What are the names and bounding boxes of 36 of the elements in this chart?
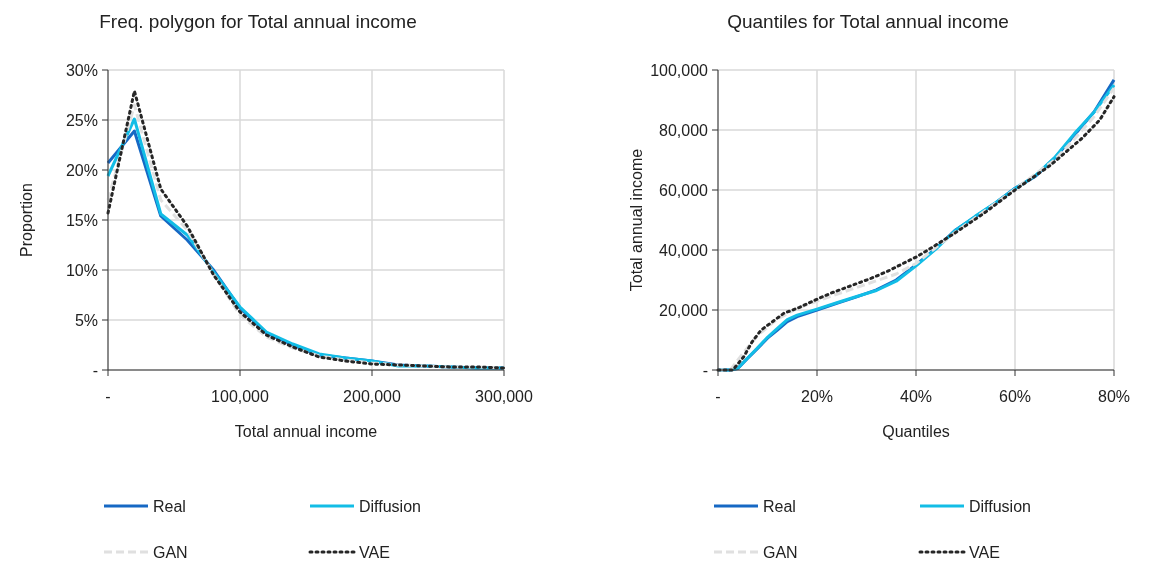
- legend-label: Real: [763, 497, 796, 515]
- y-tick-label: -: [92, 361, 98, 379]
- x-tick-label: 60%: [998, 388, 1032, 405]
- y-tick-label: 20,000: [659, 301, 709, 319]
- legend-label: VAE: [359, 543, 390, 561]
- x-tick-label: 300,000: [475, 388, 534, 405]
- x-tick-label: 80%: [1097, 388, 1131, 405]
- y-tick-label: 100,000: [650, 61, 709, 79]
- legend-label: Diffusion: [359, 497, 421, 515]
- y-tick-label: 80,000: [659, 121, 709, 139]
- legend-label: Real: [153, 497, 186, 515]
- y-tick-label: 10%: [65, 261, 98, 279]
- y-tick-label: 40,000: [659, 241, 709, 259]
- chart-title: Quantiles for Total annual income: [727, 11, 1009, 32]
- y-tick-label: -: [702, 361, 708, 379]
- y-tick-label: 30%: [65, 61, 98, 79]
- y-tick-label: 15%: [65, 211, 98, 229]
- y-tick-label: 5%: [74, 311, 98, 329]
- legend-label: Diffusion: [969, 497, 1031, 515]
- x-tick-label: 100,000: [211, 388, 270, 405]
- y-tick-label: 60,000: [659, 181, 709, 199]
- x-tick-label: -: [715, 388, 721, 405]
- legend-label: GAN: [153, 543, 188, 561]
- y-tick-label: 20%: [65, 161, 98, 179]
- x-tick-label: 200,000: [343, 388, 402, 405]
- x-axis-title: Total annual income: [234, 423, 378, 440]
- y-axis-title: Proportion: [18, 183, 35, 257]
- x-tick-label: 20%: [800, 388, 834, 405]
- y-axis-title: Total annual income: [628, 148, 645, 292]
- legend-label: VAE: [969, 543, 1000, 561]
- y-tick-label: 25%: [65, 111, 98, 129]
- x-tick-label: 40%: [899, 388, 933, 405]
- x-tick-label: -: [105, 388, 111, 405]
- x-axis-title: Quantiles: [882, 423, 950, 440]
- chart-title: Freq. polygon for Total annual income: [99, 11, 417, 32]
- legend-label: GAN: [763, 543, 798, 561]
